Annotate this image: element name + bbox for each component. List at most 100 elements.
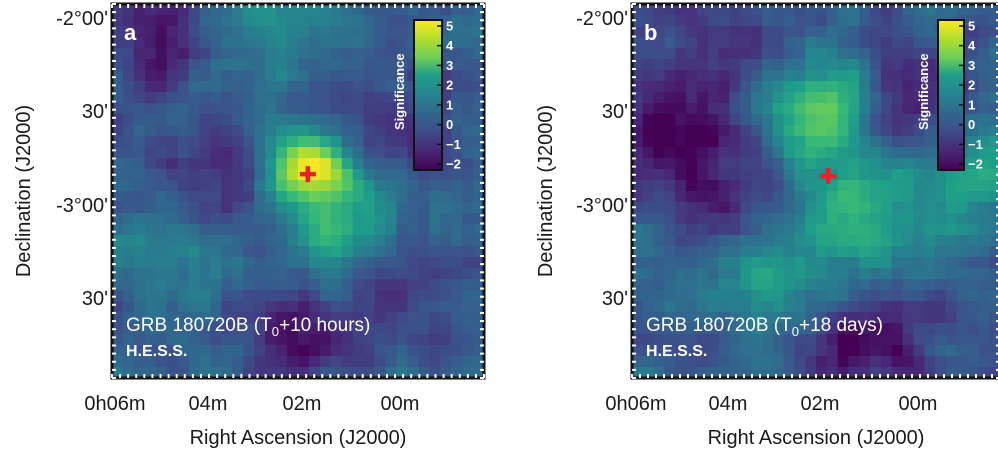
map-cell xyxy=(761,70,774,82)
map-cell xyxy=(396,169,409,181)
map-cell xyxy=(440,81,452,93)
map-cell xyxy=(232,114,244,126)
map-cell xyxy=(221,103,233,115)
map-cell xyxy=(686,213,698,225)
map-cell xyxy=(805,312,817,324)
map-cell xyxy=(902,158,915,170)
map-cell xyxy=(664,301,676,313)
map-cell xyxy=(308,4,321,16)
map-cell xyxy=(254,180,266,192)
map-cell xyxy=(133,279,146,291)
map-cell xyxy=(935,268,947,280)
map-cell xyxy=(254,103,266,115)
map-cell xyxy=(761,224,774,236)
map-cell xyxy=(440,70,452,82)
map-cell xyxy=(363,367,376,379)
map-cell xyxy=(265,268,277,280)
map-cell xyxy=(935,4,947,16)
map-cell xyxy=(967,114,979,126)
map-cell xyxy=(664,37,676,49)
map-cell xyxy=(385,125,398,137)
map-cell xyxy=(783,37,795,49)
map-cell xyxy=(363,103,376,115)
map-cell xyxy=(783,125,795,137)
map-cell xyxy=(870,70,882,82)
map-cell xyxy=(232,70,244,82)
map-cell xyxy=(308,92,321,104)
map-cell xyxy=(891,202,904,214)
map-cell xyxy=(642,147,655,159)
map-cell xyxy=(199,136,212,148)
map-cell xyxy=(155,15,168,27)
map-cell xyxy=(794,367,806,379)
map-cell xyxy=(254,15,266,27)
map-cell xyxy=(642,70,655,82)
map-cell xyxy=(891,70,904,82)
map-cell xyxy=(740,147,752,159)
map-cell xyxy=(396,26,409,38)
map-cell xyxy=(989,367,998,379)
map-cell xyxy=(188,37,201,49)
map-cell xyxy=(696,323,709,335)
map-cell xyxy=(837,290,850,302)
map-cell xyxy=(133,246,146,258)
map-cell xyxy=(319,136,332,148)
map-cell xyxy=(330,213,343,225)
map-cell xyxy=(696,48,709,60)
map-cell xyxy=(451,301,463,313)
map-cell xyxy=(805,147,817,159)
map-cell xyxy=(374,15,387,27)
map-cell xyxy=(956,246,969,258)
map-cell xyxy=(772,48,785,60)
map-cell xyxy=(199,15,212,27)
map-cell xyxy=(729,169,741,181)
map-cell xyxy=(319,125,332,137)
map-cell xyxy=(341,147,354,159)
map-cell xyxy=(675,136,687,148)
x-tick-label: 00m xyxy=(899,393,938,415)
map-cell xyxy=(761,213,774,225)
map-cell xyxy=(924,180,936,192)
map-cell xyxy=(826,356,839,368)
map-cell xyxy=(287,224,299,236)
map-cell xyxy=(816,158,828,170)
map-cell xyxy=(254,169,266,181)
map-cell xyxy=(451,279,463,291)
map-cell xyxy=(254,235,266,247)
map-cell xyxy=(122,59,135,71)
map-cell xyxy=(122,26,135,38)
map-cell xyxy=(385,15,398,27)
map-cell xyxy=(675,290,687,302)
map-cell xyxy=(199,180,212,192)
map-cell xyxy=(751,323,763,335)
map-cell xyxy=(374,136,387,148)
map-cell xyxy=(913,26,925,38)
map-cell xyxy=(686,37,698,49)
colorbar-tick-label: 5 xyxy=(446,18,453,33)
map-cell xyxy=(188,213,201,225)
map-cell xyxy=(794,323,806,335)
map-cell xyxy=(429,356,441,368)
map-cell xyxy=(837,169,850,181)
map-cell xyxy=(473,169,485,181)
map-cell xyxy=(221,4,233,16)
map-cell xyxy=(707,81,720,93)
map-cell xyxy=(133,235,146,247)
map-cell xyxy=(243,279,255,291)
map-cell xyxy=(848,345,860,357)
map-cell xyxy=(816,15,828,27)
map-cell xyxy=(740,257,752,269)
map-cell xyxy=(870,37,882,49)
map-cell xyxy=(783,367,795,379)
map-cell xyxy=(308,26,321,38)
map-cell xyxy=(902,202,915,214)
map-cell xyxy=(729,136,741,148)
map-cell xyxy=(740,103,752,115)
y-tick-label: -2°00' xyxy=(56,8,108,30)
map-cell xyxy=(265,48,277,60)
map-cell xyxy=(751,147,763,159)
map-cell xyxy=(718,125,731,137)
map-cell xyxy=(144,213,157,225)
map-cell xyxy=(978,48,990,60)
map-cell xyxy=(276,48,288,60)
